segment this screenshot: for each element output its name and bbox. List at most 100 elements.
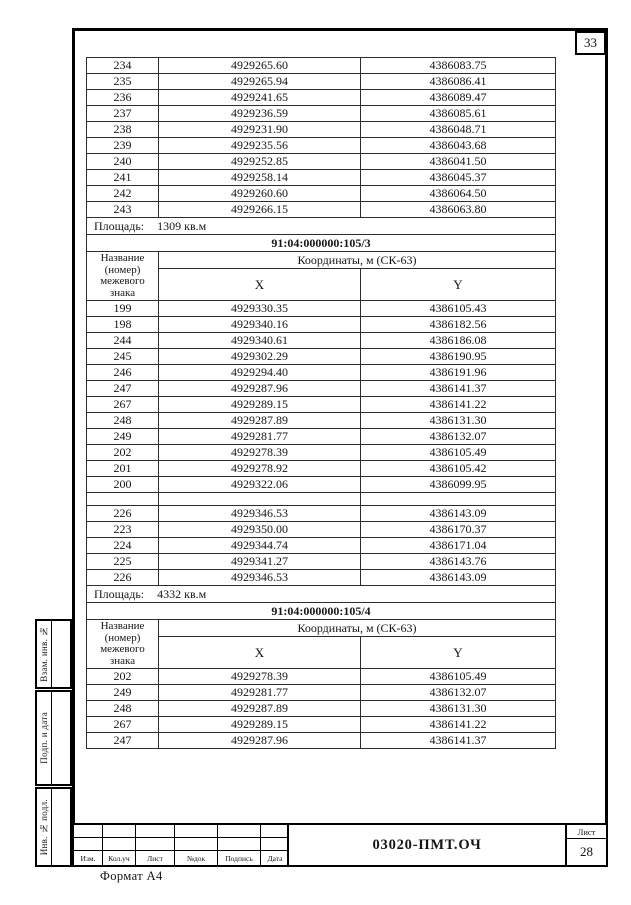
y-coordinate-cell: 4386045.37 — [360, 169, 556, 186]
format-note: Формат А4 — [100, 869, 163, 883]
table-row: 248 4929287.89 4386131.30 — [86, 412, 556, 429]
y-coordinate-cell: 4386085.61 — [360, 105, 556, 122]
point-number-cell: 245 — [86, 348, 159, 365]
y-coordinate-cell: 4386132.07 — [360, 428, 556, 445]
revision-col-data: Дата — [267, 853, 283, 863]
area-row: Площадь: 1309 кв.м — [86, 217, 556, 235]
table-row: 249 4929281.77 4386132.07 — [86, 428, 556, 445]
table-row: 237 4929236.59 4386085.61 — [86, 105, 556, 122]
stamp-inv-podl-label: Инв. № подл. — [39, 798, 49, 856]
page-number: 33 — [584, 35, 597, 50]
revision-grid-cell — [175, 838, 218, 851]
x-coordinate-cell: 4929265.60 — [158, 57, 361, 74]
point-number-cell: 243 — [86, 201, 159, 218]
cadastral-number: 91:04:000000:105/4 — [86, 602, 556, 620]
revision-col-koluch: Кол.уч — [103, 851, 136, 865]
stamp-label-cell: Взам. инв. № — [37, 621, 52, 687]
y-coordinate-cell: 4386191.96 — [360, 364, 556, 381]
point-name-header: Название (номер) межевого знака — [86, 619, 159, 669]
y-coordinate-cell: 4386190.95 — [360, 348, 556, 365]
coordinates-header: Координаты, м (СК-63) — [158, 250, 556, 270]
cadastral-number: 91:04:000000:105/3 — [86, 234, 556, 252]
table-row: 236 4929241.65 4386089.47 — [86, 89, 556, 106]
empty-cell — [158, 492, 361, 506]
table-row: 223 4929350.00 4386170.37 — [86, 521, 556, 538]
y-coordinate-cell: 4386141.37 — [360, 732, 556, 749]
table-row: 199 4929330.35 4386105.43 — [86, 300, 556, 317]
point-number-cell: 249 — [86, 684, 159, 701]
x-coordinate-cell: 4929287.89 — [158, 700, 361, 717]
revision-col-podpis: Подпись — [218, 851, 261, 865]
table-row: 239 4929235.56 4386043.68 — [86, 137, 556, 154]
stamp-podp-data-label: Подп. и дата — [39, 712, 49, 764]
sheet-label: Лист — [567, 825, 606, 839]
table-row: 267 4929289.15 4386141.22 — [86, 396, 556, 413]
x-coordinate-cell: 4929289.15 — [158, 396, 361, 413]
revision-grid-cell — [175, 825, 218, 838]
coordinates-table-body: 234 4929265.60 4386083.75 235 4929265.94 4386… — [86, 57, 556, 749]
table-row: 224 4929344.74 4386171.04 — [86, 537, 556, 554]
y-coordinate-cell: 4386143.76 — [360, 553, 556, 570]
x-coordinate-cell: 4929281.77 — [158, 428, 361, 445]
point-number-cell: 198 — [86, 316, 159, 333]
revision-col-list: Лист — [136, 851, 175, 865]
table-row: 235 4929265.94 4386086.41 — [86, 73, 556, 90]
area-label: Площадь: — [94, 218, 145, 233]
point-number-cell: 247 — [86, 380, 159, 397]
revision-grid-cell — [74, 825, 103, 838]
table-row: 246 4929294.40 4386191.96 — [86, 364, 556, 381]
x-coordinate-cell: 4929344.74 — [158, 537, 361, 554]
x-coordinate-cell: 4929278.39 — [158, 668, 361, 685]
x-coordinate-cell: 4929340.61 — [158, 332, 361, 349]
table-row: 200 4929322.06 4386099.95 — [86, 476, 556, 493]
table-row: 241 4929258.14 4386045.37 — [86, 169, 556, 186]
empty-spacer-row — [86, 492, 556, 506]
revision-grid-cell — [103, 838, 136, 851]
area-value: 1309 кв.м — [157, 218, 207, 233]
x-coordinate-cell: 4929341.27 — [158, 553, 361, 570]
x-coordinate-cell: 4929340.16 — [158, 316, 361, 333]
section-title-row: 91:04:000000:105/3 — [86, 234, 556, 252]
y-coordinate-cell: 4386171.04 — [360, 537, 556, 554]
revision-col-ndok: №док — [175, 851, 218, 865]
y-coordinate-cell: 4386131.30 — [360, 412, 556, 429]
table-row: 238 4929231.90 4386048.71 — [86, 121, 556, 138]
point-number-cell: 240 — [86, 153, 159, 170]
page-number-box: 33 — [575, 31, 606, 55]
point-number-cell: 201 — [86, 460, 159, 477]
y-coordinate-cell: 4386131.30 — [360, 700, 556, 717]
table-row: 240 4929252.85 4386041.50 — [86, 153, 556, 170]
y-coordinate-cell: 4386143.09 — [360, 569, 556, 586]
stamp-label-cell: Подп. и дата — [37, 692, 52, 784]
stamp-blank-cell — [52, 621, 70, 687]
point-number-cell: 238 — [86, 121, 159, 138]
revision-grid-cell — [261, 838, 289, 851]
area-row: Площадь: 4332 кв.м — [86, 585, 556, 603]
table-row: 201 4929278.92 4386105.42 — [86, 460, 556, 477]
revision-grid-cell — [136, 825, 175, 838]
coordinates-header: Координаты, м (СК-63) — [158, 618, 556, 638]
table-row: 244 4929340.61 4386186.08 — [86, 332, 556, 349]
table-row: 234 4929265.60 4386083.75 — [86, 57, 556, 74]
point-number-cell: 237 — [86, 105, 159, 122]
point-number-cell: 226 — [86, 569, 159, 586]
stamp-blank-cell — [52, 692, 70, 784]
x-coordinate-cell: 4929281.77 — [158, 684, 361, 701]
point-number-cell: 242 — [86, 185, 159, 202]
x-coordinate-cell: 4929346.53 — [158, 505, 361, 522]
table-row: 243 4929266.15 4386063.80 — [86, 201, 556, 218]
y-coordinate-cell: 4386105.43 — [360, 300, 556, 317]
stamp-vzam-inv: Взам. инв. № — [35, 619, 72, 689]
point-number-cell: 267 — [86, 396, 159, 413]
point-number-cell: 225 — [86, 553, 159, 570]
x-coordinate-cell: 4929330.35 — [158, 300, 361, 317]
y-coordinate-cell: 4386141.22 — [360, 396, 556, 413]
title-block: Изм. Кол.уч Лист №док Подпись Дата 03020… — [72, 823, 608, 867]
revision-grid-cell — [218, 825, 261, 838]
point-number-cell: 235 — [86, 73, 159, 90]
x-coordinate-cell: 4929278.39 — [158, 444, 361, 461]
x-coordinate-cell: 4929260.60 — [158, 185, 361, 202]
point-number-cell: 200 — [86, 476, 159, 493]
x-coordinate-cell: 4929252.85 — [158, 153, 361, 170]
